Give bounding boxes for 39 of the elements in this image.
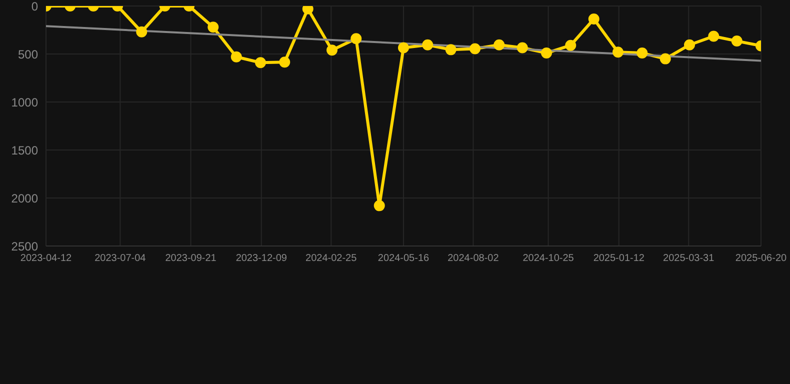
x-tick-label: 2025-01-12 (593, 253, 645, 264)
point (494, 39, 505, 50)
point (660, 53, 671, 64)
y-tick-label: 1000 (11, 95, 38, 110)
point (612, 46, 624, 58)
point (636, 48, 648, 59)
y-tick-label: 500 (18, 47, 38, 62)
point (541, 48, 552, 59)
y-tick-label: 2500 (11, 239, 38, 254)
point (708, 30, 720, 42)
x-tick-label: 2025-06-20 (735, 253, 788, 264)
point (516, 42, 528, 54)
x-tick-label: 2024-02-25 (306, 253, 358, 264)
point (445, 44, 456, 56)
point (565, 40, 576, 51)
point (136, 26, 148, 38)
point (684, 39, 695, 50)
point (470, 43, 480, 54)
x-tick-label: 2025-03-31 (663, 253, 715, 264)
y-tick-label: 1500 (11, 143, 38, 158)
x-tick-label: 2023-12-09 (236, 253, 288, 264)
x-tick-label: 2023-09-21 (165, 253, 217, 264)
point (208, 22, 219, 33)
point (279, 56, 290, 68)
y-tick-label: 0 (31, 0, 38, 14)
x-tick-label: 2024-10-25 (522, 253, 574, 264)
point (588, 13, 600, 24)
y-tick-label: 2000 (11, 191, 38, 206)
x-tick-label: 2023-07-04 (94, 253, 146, 264)
point (731, 36, 742, 47)
point (230, 51, 242, 62)
point (350, 33, 362, 44)
point (255, 57, 266, 68)
point (422, 39, 434, 50)
point (398, 42, 409, 54)
x-tick-label: 2023-04-12 (20, 253, 72, 264)
x-tick-label: 2024-08-02 (448, 253, 500, 264)
point (326, 44, 338, 56)
x-tick-label: 2024-05-16 (378, 253, 430, 264)
